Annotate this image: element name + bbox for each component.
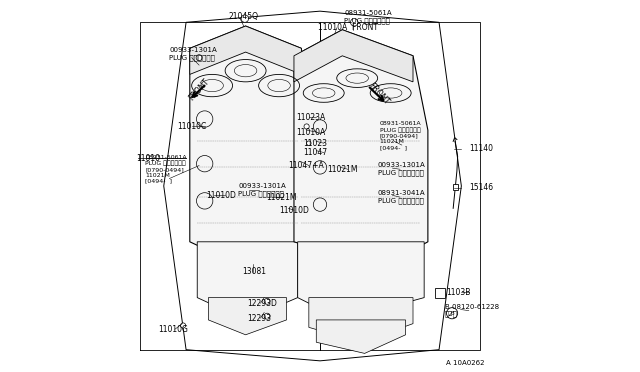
Text: 12293D: 12293D	[248, 299, 277, 308]
Text: 11140: 11140	[468, 144, 493, 153]
Text: 11023: 11023	[303, 139, 327, 148]
Circle shape	[241, 15, 248, 22]
Text: 11021M: 11021M	[328, 165, 358, 174]
Polygon shape	[435, 288, 445, 298]
Circle shape	[264, 313, 270, 319]
Circle shape	[180, 323, 186, 328]
Text: 11010C: 11010C	[177, 122, 206, 131]
Polygon shape	[294, 30, 428, 268]
Text: 00933-1301A
PLUG プラグ（３）: 00933-1301A PLUG プラグ（３）	[378, 163, 426, 176]
Polygon shape	[298, 242, 424, 320]
Text: 11047: 11047	[303, 148, 328, 157]
Text: 08931-5061A
PLUG プラグ（２）
[0790-0494]
11021M
[0494-  ]: 08931-5061A PLUG プラグ（２） [0790-0494] 1102…	[145, 155, 187, 184]
Polygon shape	[164, 11, 461, 361]
Text: 00933-1301A
PLUG プラグ（２）: 00933-1301A PLUG プラグ（２）	[238, 183, 286, 196]
Text: 13081: 13081	[242, 267, 266, 276]
Polygon shape	[453, 184, 458, 190]
Text: 11023A: 11023A	[296, 113, 325, 122]
Text: 08931-5061A
PLUG プラグ（２）
[0790-0494]
11021M
[0494-  ]: 08931-5061A PLUG プラグ（２） [0790-0494] 1102…	[380, 121, 421, 150]
Text: 11010D: 11010D	[279, 206, 309, 215]
Circle shape	[304, 124, 309, 129]
Text: 00933-1301A
PLUG プラグ（１）: 00933-1301A PLUG プラグ（１）	[170, 47, 217, 61]
Text: 15146: 15146	[468, 183, 493, 192]
Polygon shape	[294, 30, 413, 82]
Circle shape	[351, 19, 358, 26]
Text: 1103B: 1103B	[447, 288, 471, 296]
Text: B: B	[451, 311, 454, 316]
Polygon shape	[309, 298, 413, 342]
Polygon shape	[190, 26, 301, 268]
Circle shape	[264, 298, 270, 304]
Text: 11010A: 11010A	[296, 128, 325, 137]
Polygon shape	[197, 242, 298, 320]
Text: 12293: 12293	[248, 314, 271, 323]
Polygon shape	[209, 298, 287, 335]
Polygon shape	[190, 26, 301, 74]
Text: 11010: 11010	[136, 154, 161, 163]
Text: 11010G: 11010G	[158, 325, 188, 334]
Text: 11010A  FRONT: 11010A FRONT	[318, 23, 378, 32]
Text: 11021M: 11021M	[266, 193, 296, 202]
Circle shape	[307, 141, 311, 145]
Text: 08931-5061A
PLUG プラグ（１）: 08931-5061A PLUG プラグ（１）	[344, 10, 392, 23]
Text: A 10A0262: A 10A0262	[447, 360, 485, 366]
Polygon shape	[316, 320, 406, 353]
Text: B 08120-61228
（2）: B 08120-61228 （2）	[445, 304, 499, 317]
Text: 21045Q: 21045Q	[229, 12, 259, 21]
Text: FRONT: FRONT	[187, 77, 211, 102]
Circle shape	[196, 55, 202, 61]
Text: 11010D: 11010D	[207, 191, 236, 200]
Text: 11047+A: 11047+A	[289, 161, 324, 170]
Text: FRONT: FRONT	[367, 81, 391, 106]
Text: 08931-3041A
PLUG プラグ（１）: 08931-3041A PLUG プラグ（１）	[378, 190, 426, 204]
